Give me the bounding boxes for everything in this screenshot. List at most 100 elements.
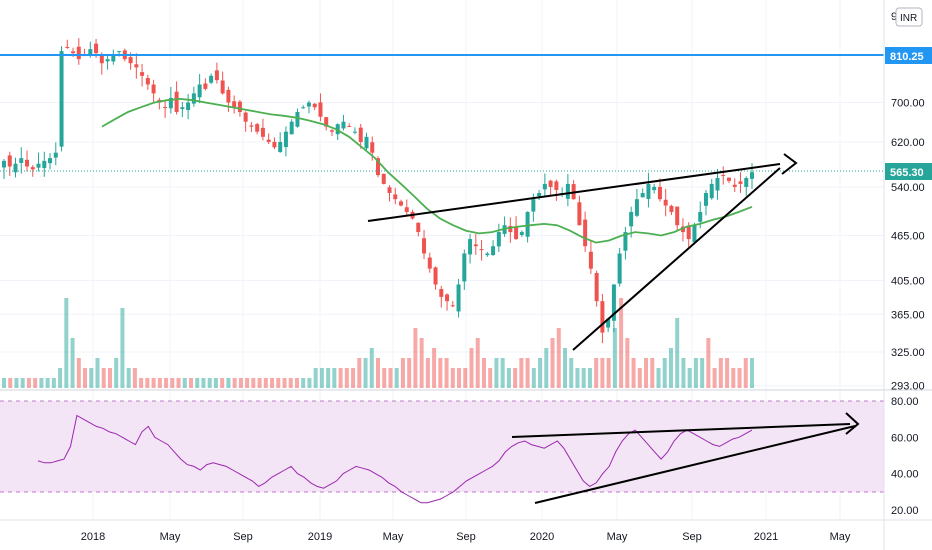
- candle-body: [393, 194, 398, 200]
- volume-bar: [363, 358, 368, 388]
- volume-bar: [107, 368, 112, 388]
- candle-body: [272, 141, 277, 148]
- volume-bar: [575, 368, 580, 388]
- volume-bar: [750, 358, 754, 388]
- candle-body: [565, 183, 570, 199]
- candle-body: [260, 127, 265, 137]
- rsi-y-tick-label: 20.00: [891, 505, 919, 517]
- volume-bar: [400, 358, 405, 388]
- volume-bar: [481, 358, 486, 388]
- volume-bar: [70, 338, 75, 388]
- volume-bar: [294, 378, 299, 388]
- volume-bar: [743, 358, 748, 388]
- volume-bar: [569, 358, 574, 388]
- x-tick-label: 2018: [81, 531, 105, 543]
- x-tick-label: Sep: [682, 531, 702, 543]
- candle-body: [445, 294, 450, 302]
- volume-bar: [556, 328, 561, 388]
- candle-body: [387, 187, 392, 194]
- volume-bar: [550, 338, 555, 388]
- volume-bar: [195, 378, 200, 388]
- volume-bar: [563, 348, 567, 388]
- candle-body: [2, 160, 6, 168]
- candle-body: [738, 181, 743, 184]
- candle-body: [554, 181, 559, 190]
- price-y-tick-label: 405.00: [891, 275, 925, 287]
- candle-body: [134, 64, 139, 68]
- volume-bar: [288, 378, 293, 388]
- last-price-badge: 565.30: [885, 163, 932, 180]
- y-tick-top-partial: 9: [891, 11, 897, 23]
- candle-body: [433, 267, 438, 285]
- volume-bar: [114, 358, 119, 388]
- volume-bar: [544, 348, 549, 388]
- currency-badge[interactable]: INR: [895, 7, 923, 27]
- volume-bar: [307, 378, 312, 388]
- candle-body: [583, 219, 588, 247]
- volume-bar: [538, 358, 543, 388]
- x-axis[interactable]: 2018 May Sep 2019 May Sep 2020 May Sep 2021 May: [0, 519, 932, 543]
- rsi-y-tick-label: 80.00: [891, 396, 919, 408]
- rsi-upper-trendline[interactable]: [511, 423, 851, 438]
- volume-bar: [151, 378, 156, 388]
- x-tick-label: Sep: [233, 531, 253, 543]
- candle-body: [399, 201, 404, 206]
- volume-bar: [388, 368, 393, 388]
- volume-bar: [619, 298, 624, 388]
- volume-bar: [606, 358, 611, 388]
- candle-body: [416, 222, 421, 233]
- volume-bar: [263, 378, 268, 388]
- volume-bar: [407, 358, 412, 388]
- price-y-tick-label: 620.00: [891, 137, 925, 149]
- candle-body: [111, 55, 116, 62]
- candle-body: [531, 199, 536, 212]
- volume-bar: [513, 368, 518, 388]
- volume-bar: [8, 378, 13, 388]
- right-axis[interactable]: 9 INR 810.25 565.30 700.00 620.00 540.00 46…: [883, 0, 932, 550]
- volume-bar: [706, 338, 711, 388]
- volume-bar: [282, 378, 287, 388]
- candle-body: [174, 91, 179, 112]
- rsi-lower-trendline[interactable]: [534, 425, 856, 504]
- volume-bar: [351, 368, 356, 388]
- x-tick-label: 2020: [530, 531, 554, 543]
- x-tick-label: May: [607, 531, 628, 543]
- candle-body: [370, 142, 375, 153]
- candle-body: [13, 163, 18, 173]
- candle-body: [301, 107, 306, 109]
- rsi-y-ticks: 80.00 60.00 40.00 20.00: [891, 396, 919, 517]
- candle-body: [324, 117, 329, 127]
- volume-bar: [725, 358, 730, 388]
- candle-body: [675, 206, 680, 226]
- price-upper-trendline[interactable]: [367, 163, 781, 222]
- volume-bar: [326, 368, 331, 388]
- volume-bar: [139, 378, 144, 388]
- volume-bar: [220, 378, 225, 388]
- candle-body: [427, 257, 432, 269]
- price-lower-trendline[interactable]: [572, 167, 781, 351]
- candle-body: [163, 106, 168, 108]
- price-pane: [0, 0, 884, 520]
- candle-body: [381, 173, 386, 184]
- rsi-y-tick-label: 40.00: [891, 469, 919, 481]
- price-y-tick-label: 325.00: [891, 347, 925, 359]
- rsi-pane: [0, 400, 884, 504]
- candle-body: [197, 84, 202, 98]
- candle-body: [652, 186, 657, 191]
- volume-bar: [45, 378, 50, 388]
- volume-bar: [506, 368, 511, 388]
- volume-bar: [201, 378, 206, 388]
- volume-bar: [64, 298, 69, 388]
- price-level-label: 810.25: [890, 51, 924, 63]
- volume-bar: [189, 378, 193, 388]
- candle-body: [295, 111, 300, 127]
- candle-body: [692, 225, 697, 243]
- candle-body: [151, 84, 156, 94]
- candle-body: [220, 80, 225, 94]
- volume-bar: [631, 358, 636, 388]
- candle-body: [329, 130, 334, 132]
- volume-bar: [644, 358, 649, 388]
- volume-bar: [26, 378, 31, 388]
- candle-body: [617, 253, 622, 284]
- candle-body: [744, 178, 749, 187]
